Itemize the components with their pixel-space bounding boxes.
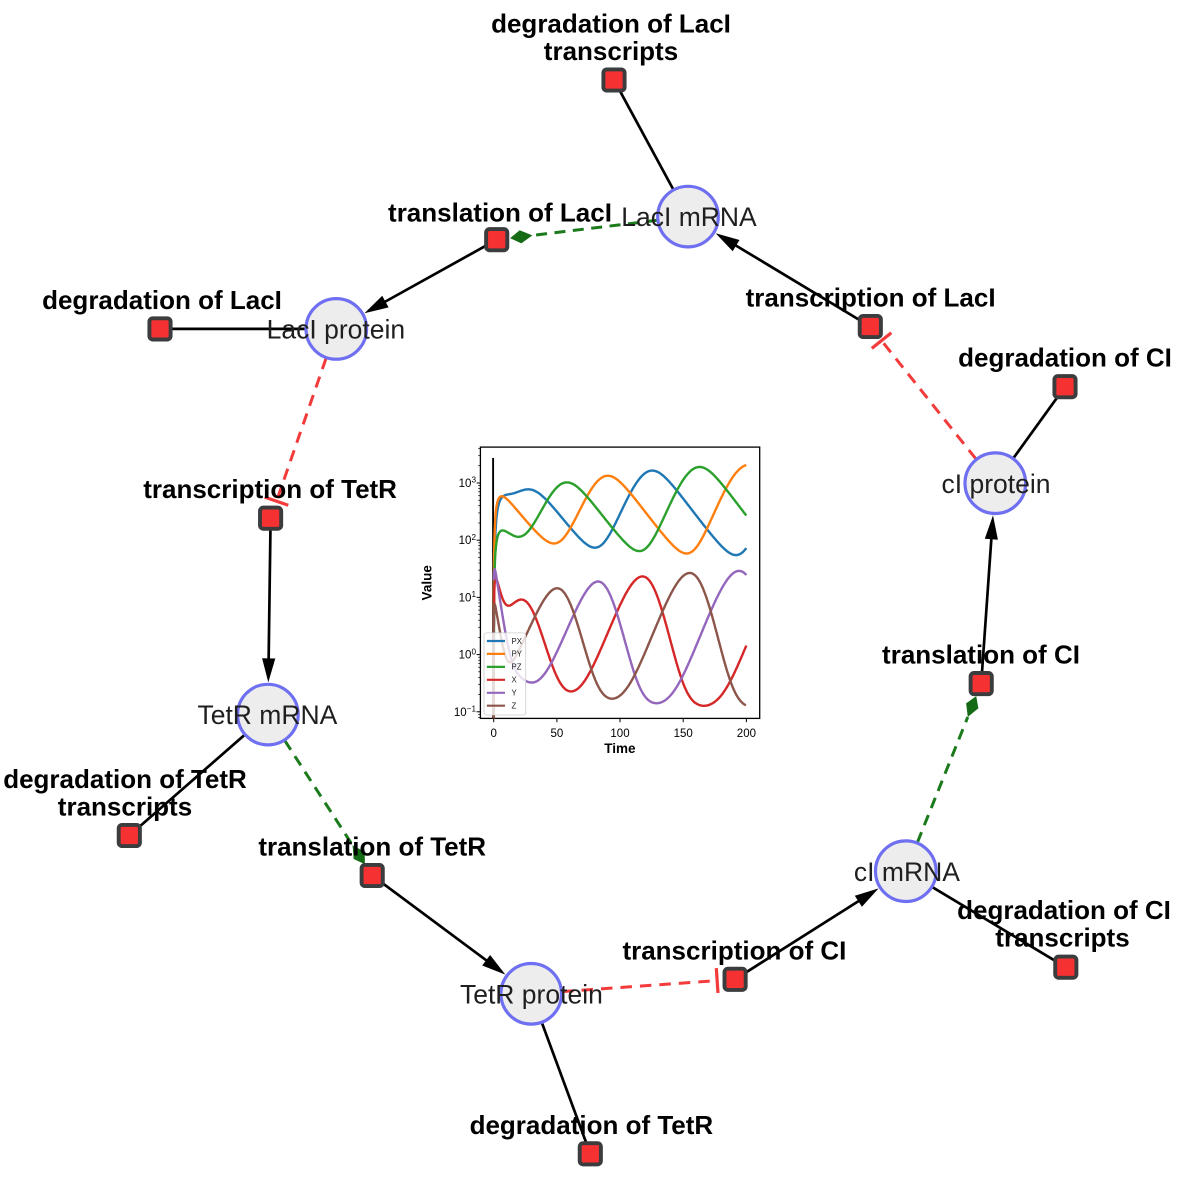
svg-text:LacI mRNA: LacI mRNA xyxy=(621,202,757,232)
svg-text:TetR mRNA: TetR mRNA xyxy=(197,700,337,730)
svg-text:cI protein: cI protein xyxy=(941,469,1050,499)
svg-text:X: X xyxy=(512,676,518,685)
svg-text:translation of TetR: translation of TetR xyxy=(258,832,486,862)
svg-text:translation of CI: translation of CI xyxy=(882,640,1080,670)
svg-text:transcription of LacI: transcription of LacI xyxy=(746,283,996,313)
svg-text:50: 50 xyxy=(551,728,564,740)
svg-text:Time: Time xyxy=(604,741,636,756)
svg-text:transcripts: transcripts xyxy=(995,923,1129,953)
svg-text:LacI protein: LacI protein xyxy=(267,315,405,345)
svg-text:PY: PY xyxy=(512,650,523,659)
svg-text:transcripts: transcripts xyxy=(544,36,678,66)
svg-text:PX: PX xyxy=(512,637,523,646)
svg-text:TetR protein: TetR protein xyxy=(460,979,603,1009)
svg-text:degradation of LacI: degradation of LacI xyxy=(491,9,731,39)
svg-text:0: 0 xyxy=(490,728,496,740)
svg-text:PZ: PZ xyxy=(512,663,522,672)
svg-text:cI mRNA: cI mRNA xyxy=(854,857,960,887)
svg-text:transcription of CI: transcription of CI xyxy=(622,935,846,965)
svg-text:degradation of TetR: degradation of TetR xyxy=(470,1110,714,1140)
svg-text:Y: Y xyxy=(512,689,518,698)
svg-text:degradation of TetR: degradation of TetR xyxy=(3,764,247,794)
svg-text:Value: Value xyxy=(420,565,435,601)
svg-text:Z: Z xyxy=(512,702,517,711)
svg-text:transcription of TetR: transcription of TetR xyxy=(143,474,397,504)
svg-text:translation of LacI: translation of LacI xyxy=(388,198,612,228)
svg-text:150: 150 xyxy=(674,728,693,740)
svg-text:degradation of LacI: degradation of LacI xyxy=(42,285,282,315)
svg-text:100: 100 xyxy=(610,728,629,740)
svg-text:degradation of CI: degradation of CI xyxy=(957,895,1171,925)
svg-text:200: 200 xyxy=(737,728,756,740)
svg-text:transcripts: transcripts xyxy=(58,792,192,822)
svg-text:degradation of CI: degradation of CI xyxy=(958,343,1172,373)
